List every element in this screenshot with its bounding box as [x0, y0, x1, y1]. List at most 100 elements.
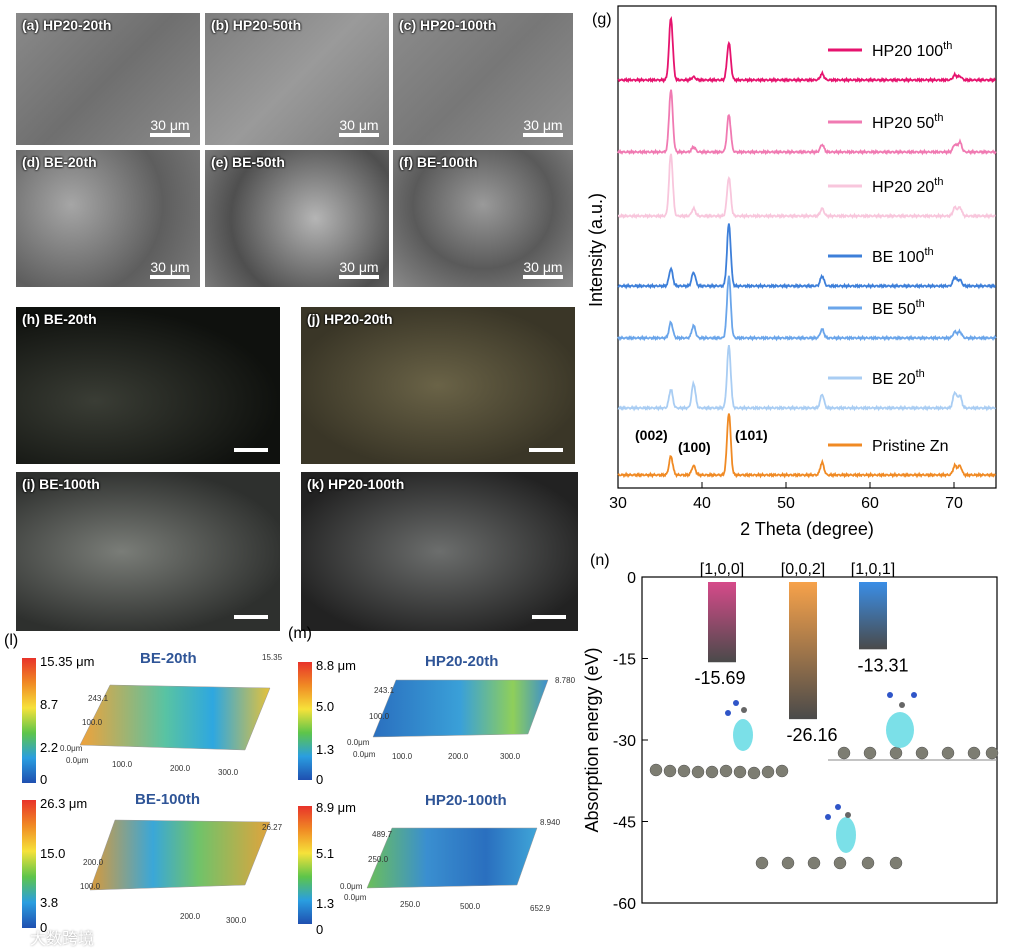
scale-bar: 30 μm [150, 259, 190, 279]
sem-panel-a: (a) HP20-20th 30 μm [16, 13, 200, 145]
panel-label: (j) HP20-20th [307, 311, 393, 327]
x-tick-label: 60 [861, 495, 879, 512]
bar [708, 582, 736, 663]
panel-label: (e) BE-50th [211, 154, 285, 170]
panel-label-g: (g) [592, 11, 612, 28]
colorbar-low: 1.3 [316, 742, 335, 757]
panel-label: (k) HP20-100th [307, 476, 405, 492]
axis-tick: 243.1 [88, 694, 109, 703]
surface-hp20-100 [366, 827, 538, 889]
panel-label: (b) HP20-50th [211, 17, 302, 33]
colorbar-mid: 5.1 [316, 846, 335, 861]
optical-panel-k: (k) HP20-100th [301, 472, 578, 631]
scale-bar [234, 615, 268, 619]
axis-tick: 0.0μm [353, 750, 376, 759]
colorbar-max: 15.35 μm [40, 654, 95, 669]
panel-label-n: (n) [590, 552, 610, 569]
bar [859, 582, 887, 650]
molecule-adsorbate [725, 692, 917, 853]
scale-bar: 30 μm [523, 117, 563, 137]
x-tick-label: 40 [693, 495, 711, 512]
panel-label: (f) BE-100th [399, 154, 478, 170]
scale-bar [529, 448, 563, 452]
axis-tick: 500.0 [460, 902, 481, 911]
surface-be20 [79, 684, 271, 751]
sem-panel-c: (c) HP20-100th 30 μm [393, 13, 573, 145]
scale-bar [532, 615, 566, 619]
colorbar-low: 3.8 [40, 895, 59, 910]
axis-tick: 100.0 [369, 712, 390, 721]
sem-panel-b: (b) HP20-50th 30 μm [205, 13, 389, 145]
xrd-series-line [617, 344, 997, 412]
y-tick-label: -15 [613, 652, 636, 669]
colorbar-min: 0 [40, 920, 48, 935]
scale-bar: 30 μm [339, 117, 379, 137]
category-label: [1,0,0] [700, 561, 744, 578]
x-tick-label: 70 [945, 495, 963, 512]
axis-tick: 15.35 [262, 653, 283, 662]
panel-label: (h) BE-20th [22, 311, 97, 327]
colorbar-be100 [22, 800, 36, 928]
axis-tick: 250.0 [368, 855, 389, 864]
legend-label: HP20 50th [872, 112, 943, 132]
category-label: [1,0,1] [851, 561, 895, 578]
axis-tick: 200.0 [83, 858, 104, 867]
axis-tick: 200.0 [170, 764, 191, 773]
xrd-series-line [617, 89, 997, 156]
colorbar-min: 0 [40, 772, 48, 787]
axis-tick: 243.1 [374, 686, 395, 695]
sem-panel-d: (d) BE-20th 30 μm [16, 150, 200, 287]
xrd-series-line [617, 15, 997, 84]
xrd-series-line [617, 153, 996, 220]
y-axis-label: Absorption energy (eV) [582, 647, 602, 832]
plot-frame [617, 5, 997, 489]
colorbar-hp20-20 [298, 662, 312, 780]
scale-bar: 30 μm [150, 117, 190, 137]
axis-tick: 0.0μm [60, 744, 83, 753]
legend-label: BE 20th [872, 368, 925, 388]
sem-panel-e: (e) BE-50th 30 μm [205, 150, 389, 287]
axis-tick: 100.0 [112, 760, 133, 769]
scale-bar: 30 μm [523, 259, 563, 279]
xrd-series-line [617, 413, 997, 479]
axis-tick: 0.0μm [347, 738, 370, 747]
surface-hp20-20 [372, 679, 549, 738]
peak-label: (002) [635, 427, 668, 443]
legend-label: HP20 20th [872, 176, 943, 196]
legend-label: BE 100th [872, 246, 934, 266]
colorbar-mid: 5.0 [316, 699, 335, 714]
axis-tick: 300.0 [218, 768, 239, 777]
surface-title: HP20-100th [425, 792, 507, 809]
optical-panel-h: (h) BE-20th [16, 307, 280, 464]
axis-tick: 0.0μm [66, 756, 89, 765]
sem-panel-f: (f) BE-100th 30 μm [393, 150, 573, 287]
colorbar-hp20-100 [298, 806, 312, 924]
axis-tick: 8.780 [555, 676, 576, 685]
optical-panel-i: (i) BE-100th [16, 472, 280, 631]
value-label: -26.16 [786, 725, 837, 745]
y-tick-label: -45 [613, 815, 636, 832]
colorbar-max: 26.3 μm [40, 796, 88, 811]
panel-label: (c) HP20-100th [399, 17, 497, 33]
legend-label: HP20 100th [872, 40, 952, 60]
colorbar-max: 8.9 μm [316, 800, 357, 815]
axis-tick: 26.27 [262, 823, 283, 832]
axis-tick: 300.0 [226, 916, 247, 925]
colorbar-be20 [22, 658, 36, 783]
y-tick-label: -30 [613, 733, 636, 750]
value-label: -15.69 [694, 668, 745, 688]
surface-title: BE-20th [140, 650, 197, 667]
colorbar-low: 2.2 [40, 740, 59, 755]
panel-label: (i) BE-100th [22, 476, 100, 492]
legend-label: Pristine Zn [872, 438, 948, 455]
axis-tick: 652.9 [530, 904, 551, 913]
axis-tick: 100.0 [82, 718, 103, 727]
axis-tick: 300.0 [500, 752, 521, 761]
optical-panel-j: (j) HP20-20th [301, 307, 575, 464]
scale-bar: 30 μm [339, 259, 379, 279]
colorbar-min: 0 [316, 922, 324, 937]
xrd-series-line [617, 275, 997, 342]
bar [789, 582, 817, 720]
scale-bar [234, 448, 268, 452]
surface-title: BE-100th [135, 791, 201, 808]
